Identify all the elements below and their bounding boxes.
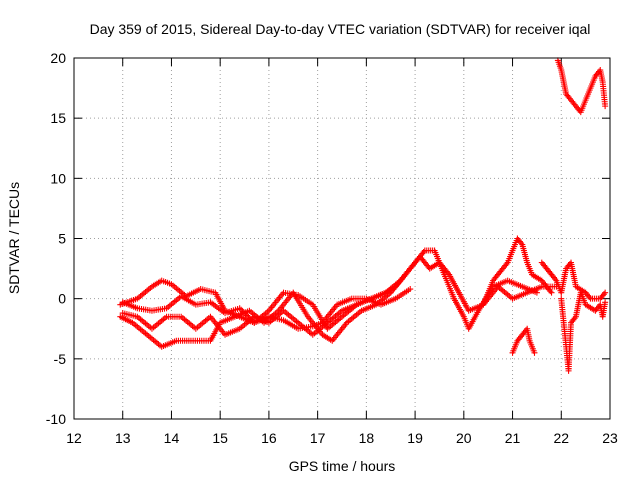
y-tick-label: 10 (50, 170, 66, 186)
grid-lines (74, 58, 610, 419)
y-tick-label: 5 (58, 231, 66, 247)
y-tick-label: 20 (50, 50, 66, 66)
x-tick-label: 23 (602, 430, 618, 446)
data-point-track-i (602, 103, 609, 110)
data-point-track-b (533, 289, 540, 296)
x-tick-label: 13 (115, 430, 131, 446)
series-track-c (119, 253, 560, 332)
x-tick-label: 17 (310, 430, 326, 446)
series-track-h (558, 289, 609, 374)
y-tick-label: 15 (50, 110, 66, 126)
y-tick-label: -10 (46, 411, 66, 427)
x-tick-label: 16 (261, 430, 277, 446)
data-point-track-d (402, 271, 409, 278)
x-tick-label: 18 (359, 430, 375, 446)
data-point-track-f (531, 349, 538, 356)
x-tick-labels: 12 13 14 15 16 17 18 19 20 21 22 23 (66, 430, 618, 446)
x-tick-label: 19 (407, 430, 423, 446)
x-tick-label: 14 (164, 430, 180, 446)
data-points (117, 57, 609, 374)
data-point-track-e (548, 289, 555, 296)
x-tick-label: 20 (456, 430, 472, 446)
y-tick-labels: -10 -5 0 5 10 15 20 (46, 50, 66, 427)
x-tick-label: 12 (66, 430, 82, 446)
x-tick-label: 15 (212, 430, 228, 446)
y-tick-label: -5 (54, 351, 67, 367)
series-track-e (480, 235, 555, 308)
plot-frame (73, 57, 611, 420)
series-track-i (554, 57, 609, 116)
series-track-d (119, 271, 409, 338)
x-tick-label: 21 (505, 430, 521, 446)
y-tick-label: 0 (58, 291, 66, 307)
data-point-track-a (407, 286, 414, 293)
series-track-f (509, 325, 538, 356)
chart-title: Day 359 of 2015, Sidereal Day-to-day VTE… (90, 21, 591, 37)
x-tick-label: 22 (553, 430, 569, 446)
series-track-g (538, 259, 609, 302)
x-axis-title: GPS time / hours (289, 458, 396, 474)
data-point-track-h (602, 299, 609, 306)
data-point-track-g (602, 289, 609, 296)
y-axis-title: SDTVAR / TECUs (6, 182, 22, 294)
